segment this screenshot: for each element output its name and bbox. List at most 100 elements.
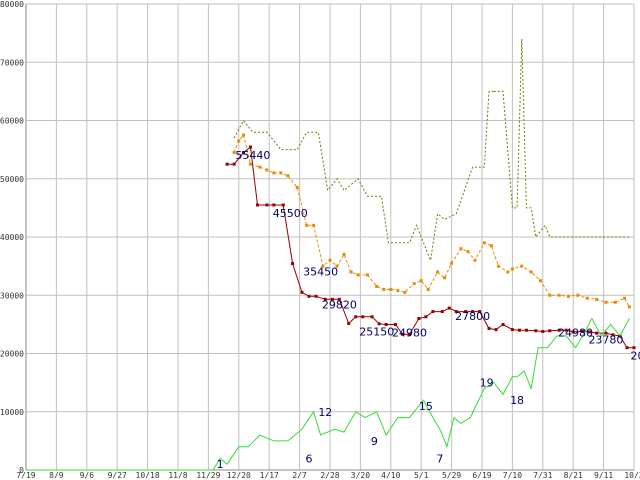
data-point-min-price <box>454 310 458 314</box>
data-point-min-price <box>291 262 295 266</box>
data-point-min-price <box>534 329 538 333</box>
data-point-min-price <box>265 203 269 207</box>
data-point-min-price <box>424 315 428 319</box>
x-tick-label: 9/11 <box>594 471 613 480</box>
data-point-min-price <box>417 317 421 321</box>
data-point-avg-price <box>279 171 283 175</box>
data-point-min-price <box>524 328 528 332</box>
y-tick-label: 40000 <box>0 233 24 242</box>
x-tick-label: 2/7 <box>292 471 307 480</box>
data-point-avg-price <box>576 293 580 297</box>
data-point-min-price <box>611 333 615 337</box>
data-point-avg-price <box>473 258 477 262</box>
x-tick-label: 7/10 <box>503 471 522 480</box>
data-point-min-price <box>581 329 585 333</box>
data-point-min-price <box>541 329 545 333</box>
data-point-min-price <box>393 322 397 326</box>
series-line-count <box>26 317 630 471</box>
price-data-label: 24980 <box>558 326 593 339</box>
data-point-avg-price <box>538 279 542 283</box>
data-point-min-price <box>314 294 318 298</box>
data-point-min-price <box>431 310 435 314</box>
data-point-min-price <box>241 151 245 155</box>
x-tick-label: 2/28 <box>320 471 339 480</box>
data-point-min-price <box>323 297 327 301</box>
data-point-avg-price <box>627 305 631 309</box>
data-point-avg-price <box>496 264 500 268</box>
data-point-avg-price <box>459 247 463 251</box>
data-point-min-price <box>361 315 365 319</box>
price-data-label: 45500 <box>273 207 308 220</box>
data-point-avg-price <box>356 273 360 277</box>
x-tick-label: 7/31 <box>533 471 552 480</box>
price-data-label: 29820 <box>322 298 357 311</box>
x-tick-label: 5/29 <box>442 471 461 480</box>
data-labels: 5544045500354502982025150249802780024980… <box>217 149 640 471</box>
y-tick-label: 60000 <box>0 117 24 126</box>
data-point-min-price <box>632 346 636 350</box>
price-data-label: 55440 <box>235 149 270 162</box>
count-data-label: 6 <box>305 452 312 465</box>
data-point-avg-price <box>613 300 617 304</box>
data-point-avg-price <box>265 168 269 172</box>
data-point-avg-price <box>403 290 407 294</box>
data-point-avg-price <box>232 151 236 155</box>
x-tick-label: 9/27 <box>108 471 127 480</box>
count-data-label: 12 <box>318 406 332 419</box>
data-point-min-price <box>400 332 404 336</box>
count-data-label: 19 <box>480 377 494 390</box>
data-point-min-price <box>510 328 514 332</box>
data-point-avg-price <box>466 250 470 254</box>
data-point-min-price <box>464 310 468 314</box>
x-tick-label: 1/17 <box>260 471 279 480</box>
series-line-max-price-b <box>493 38 630 239</box>
data-point-avg-price <box>520 264 524 268</box>
data-point-min-price <box>272 203 276 207</box>
x-tick-label: 8/21 <box>564 471 583 480</box>
x-tick-label: 10/2 <box>624 471 640 480</box>
data-point-avg-price <box>443 276 447 280</box>
x-tick-label: 7/19 <box>16 471 35 480</box>
price-data-label: 24980 <box>392 326 427 339</box>
data-point-avg-price <box>321 264 325 268</box>
data-point-min-price <box>307 294 311 298</box>
y-tick-label: 30000 <box>0 291 24 300</box>
data-point-min-price <box>354 315 358 319</box>
data-point-min-price <box>548 329 552 333</box>
count-data-label: 15 <box>419 400 433 413</box>
data-point-avg-price <box>529 270 533 274</box>
y-tick-label: 80000 <box>0 0 24 9</box>
price-data-label: 20999 <box>631 350 640 363</box>
count-data-label: 1 <box>217 458 224 471</box>
data-point-min-price <box>478 310 482 314</box>
data-point-avg-price <box>623 296 627 300</box>
data-point-avg-price <box>312 223 316 227</box>
data-point-avg-price <box>272 171 276 175</box>
y-tick-label: 10000 <box>0 408 24 417</box>
data-point-min-price <box>408 332 412 336</box>
data-point-avg-price <box>382 287 386 291</box>
data-point-min-price <box>494 328 498 332</box>
data-point-min-price <box>337 297 341 301</box>
data-point-avg-price <box>426 287 430 291</box>
data-point-avg-price <box>241 133 245 137</box>
data-point-min-price <box>330 297 334 301</box>
data-point-min-price <box>440 310 444 314</box>
data-point-min-price <box>256 203 260 207</box>
data-point-min-price <box>501 322 505 326</box>
data-point-avg-price <box>567 294 571 298</box>
count-data-label: 7 <box>436 452 443 465</box>
x-tick-label: 3/20 <box>351 471 370 480</box>
data-point-min-price <box>595 331 599 335</box>
data-point-min-price <box>370 315 374 319</box>
x-tick-label: 4/10 <box>381 471 400 480</box>
data-point-min-price <box>232 162 236 166</box>
y-tick-label: 50000 <box>0 175 24 184</box>
data-point-min-price <box>347 322 351 326</box>
y-tick-label: 0 <box>19 466 24 475</box>
data-point-avg-price <box>389 287 393 291</box>
data-point-min-price <box>300 290 304 294</box>
data-point-min-price <box>248 145 252 149</box>
